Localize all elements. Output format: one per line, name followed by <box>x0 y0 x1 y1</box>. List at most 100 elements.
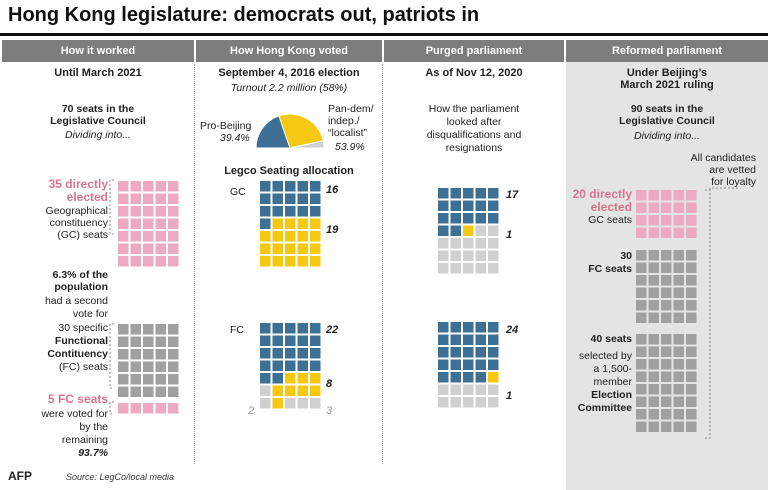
seat-gc <box>143 231 154 242</box>
col2-gc-pan-count: 19 <box>326 224 339 236</box>
col3-fc-pan-count: 1 <box>506 390 513 402</box>
col3-subheader: As of Nov 12, 2020 <box>425 67 523 79</box>
seat-pro <box>310 206 321 217</box>
seat-pan <box>310 231 321 242</box>
seat-gc <box>130 206 141 217</box>
seat-pro <box>310 360 321 371</box>
col4-gc-title-line2: elected <box>590 200 632 214</box>
seat-gc <box>661 215 672 226</box>
seat-gc <box>686 190 697 201</box>
seat-fc <box>636 334 647 345</box>
seat-pro <box>285 206 296 217</box>
seat-fc <box>661 262 672 273</box>
seat-pan <box>285 256 296 267</box>
seat-fc <box>143 386 154 397</box>
seat-gc <box>636 227 647 238</box>
col1-fc-tail: (FC) seats <box>58 361 108 373</box>
seat-gc <box>648 215 659 226</box>
seat-pan <box>297 385 308 396</box>
seat-gc <box>636 215 647 226</box>
seat-pro <box>475 200 486 211</box>
col1-pop-line2: population <box>54 281 108 293</box>
seat-gc <box>648 202 659 213</box>
seat-pro <box>285 193 296 204</box>
seat-fc <box>661 371 672 382</box>
col3-desc-line2: looked after <box>446 116 502 128</box>
col2-turnout: Turnout 2.2 million (58%) <box>230 82 348 94</box>
seat-fc <box>168 336 179 347</box>
seat-fc <box>673 359 684 370</box>
col3-gc-grid <box>438 188 499 274</box>
seat-fc <box>661 359 672 370</box>
seat-fc <box>118 361 129 372</box>
col4-subheader-line1: Under Beijing’s <box>626 67 708 79</box>
seat-pro <box>450 334 461 345</box>
seat-pan <box>272 231 283 242</box>
seat-fc <box>143 349 154 360</box>
col1-dividing: Dividing into... <box>65 129 131 141</box>
seat-pan <box>272 385 283 396</box>
col4-gc-desc: GC seats <box>588 214 632 226</box>
vote-share-pie <box>255 113 325 149</box>
col2-fc-other-right: 3 <box>326 405 333 417</box>
seat-gc <box>155 243 166 254</box>
seat-fc <box>661 300 672 311</box>
col2-fc-label: FC <box>230 324 244 336</box>
seat-fc <box>130 324 141 335</box>
seat-fc <box>636 262 647 273</box>
seat-fc <box>673 371 684 382</box>
seat-pro <box>272 181 283 192</box>
seat-gc <box>118 218 129 229</box>
seat-fc <box>661 346 672 357</box>
seat-fc <box>686 421 697 432</box>
seat-pro <box>310 335 321 346</box>
pie-slice-other <box>289 140 325 149</box>
seat-pan <box>272 243 283 254</box>
header-how-it-worked: How it worked <box>2 40 194 62</box>
seat-pro <box>297 323 308 334</box>
seat-fc <box>648 287 659 298</box>
seat-pro <box>463 372 474 383</box>
seat-pro <box>450 347 461 358</box>
seat-fc <box>118 324 129 335</box>
seat-vacant <box>475 263 486 274</box>
col2-subheader: September 4, 2016 election <box>218 67 360 79</box>
seat-pro <box>450 188 461 199</box>
header-purged-parliament: Purged parliament <box>384 40 564 62</box>
seat-pro <box>272 323 283 334</box>
column-divider <box>382 64 383 464</box>
seat-pro <box>285 181 296 192</box>
seat-gc <box>118 403 129 414</box>
col1-pop-line1: 6.3% of the <box>52 269 108 281</box>
seat-fc <box>686 384 697 395</box>
col1-vote-line2: vote for <box>72 308 108 320</box>
seat-fc <box>636 384 647 395</box>
col4-ec-grid <box>636 334 697 432</box>
seat-fc <box>155 336 166 347</box>
seat-fc <box>673 334 684 345</box>
seat-gc <box>155 218 166 229</box>
pie-slice-pan-dem <box>278 113 324 149</box>
seat-fc <box>636 396 647 407</box>
seat-gc <box>143 218 154 229</box>
seat-vacant <box>475 384 486 395</box>
seat-pan <box>297 256 308 267</box>
seat-fc <box>673 409 684 420</box>
col3-desc-line4: resignations <box>445 142 503 154</box>
col1-fc5-bracket <box>109 401 114 415</box>
col3-fc-grid <box>438 322 499 408</box>
seat-pro <box>450 200 461 211</box>
seat-vacant <box>488 263 499 274</box>
col2-gc-pro-count: 16 <box>326 184 339 196</box>
seat-fc <box>661 396 672 407</box>
seat-vacant <box>438 263 449 274</box>
seat-fc <box>648 334 659 345</box>
seat-fc <box>168 324 179 335</box>
seat-pro <box>463 322 474 333</box>
seat-fc <box>673 396 684 407</box>
seat-pro <box>438 322 449 333</box>
seat-pro <box>260 335 271 346</box>
seat-pro <box>272 348 283 359</box>
seat-other <box>310 398 321 409</box>
